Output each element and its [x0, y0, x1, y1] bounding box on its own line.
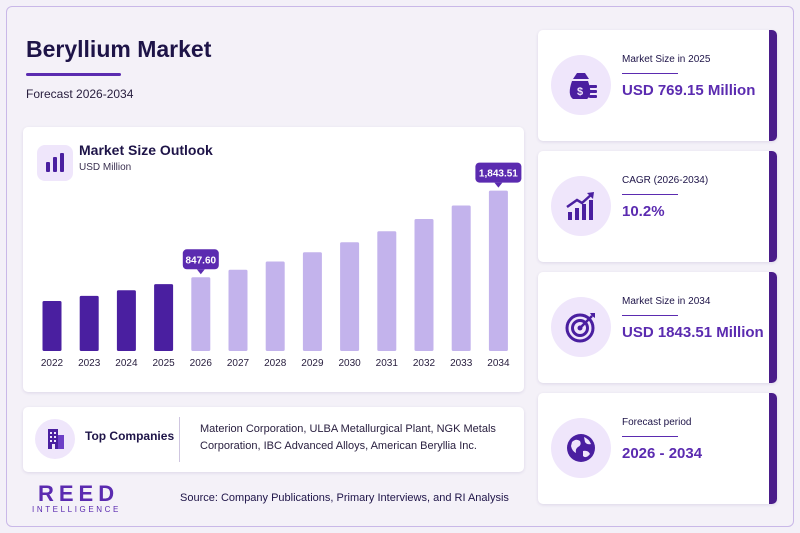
x-tick-label: 2033	[450, 358, 473, 369]
building-icon	[35, 419, 75, 459]
data-callout	[182, 249, 219, 270]
x-tick-label: 2027	[227, 358, 250, 369]
x-tick-label: 2031	[376, 358, 399, 369]
bar-2031	[377, 231, 397, 351]
chart-unit: USD Million	[79, 162, 132, 173]
stat-divider	[622, 194, 678, 195]
stat-label: Market Size in 2025	[622, 54, 711, 65]
stat-card-cagr: CAGR (2026-2034) 10.2%	[538, 151, 777, 262]
stat-divider	[622, 315, 678, 316]
bar-2027	[228, 269, 248, 351]
stat-card-market-size-2025: $ Market Size in 2025 USD 769.15 Million	[538, 30, 777, 141]
stat-divider	[622, 436, 678, 437]
chart-card: 2022 2023 2024 2025 2026 2027 2028 2029 2030 2031…	[23, 127, 524, 392]
x-tick-label: 2028	[264, 358, 287, 369]
data-callout-pointer	[196, 269, 205, 275]
divider	[179, 417, 180, 462]
bar-2026	[191, 277, 211, 351]
top-companies-list: Materion Corporation, ULBA Metallurgical…	[200, 423, 496, 452]
bar-2028	[265, 261, 285, 351]
top-companies-title: Top Companies	[85, 429, 175, 443]
x-tick-label: 2026	[190, 358, 213, 369]
stat-label: Forecast period	[622, 417, 692, 428]
x-tick-label: 2029	[301, 358, 324, 369]
x-tick-label: 2025	[152, 358, 175, 369]
stat-card-forecast-period: Forecast period 2026 - 2034	[538, 393, 777, 504]
svg-text:$: $	[577, 86, 583, 98]
bar-2029	[302, 252, 322, 351]
bar-2030	[340, 242, 360, 351]
source-note: Source: Company Publications, Primary In…	[180, 492, 509, 504]
bar-2024	[116, 290, 136, 351]
globe-icon	[551, 418, 611, 478]
chart-title: Market Size Outlook	[79, 142, 213, 158]
page-title: Beryllium Market	[26, 36, 212, 62]
x-tick-label: 2034	[487, 358, 510, 369]
stat-value: USD 769.15 Million	[622, 82, 756, 99]
bar-2032	[414, 219, 434, 351]
growth-chart-icon	[551, 176, 611, 236]
bar-2023	[79, 295, 99, 351]
money-bag-icon: $	[551, 55, 611, 115]
bar-2022	[42, 301, 62, 351]
top-companies-card: Top Companies Materion Corporation, ULBA…	[23, 407, 524, 472]
x-tick-label: 2023	[78, 358, 101, 369]
bar-chart-icon	[37, 145, 73, 181]
data-callout	[475, 162, 522, 183]
bar-2033	[451, 205, 471, 351]
bar-2025	[154, 284, 174, 351]
stat-divider	[622, 73, 678, 74]
stat-card-market-size-2034: Market Size in 2034 USD 1843.51 Million	[538, 272, 777, 383]
brand-logo-subtitle: INTELLIGENCE	[32, 505, 121, 514]
data-label: 847.60	[186, 255, 217, 266]
target-icon	[551, 297, 611, 357]
data-callout-pointer	[494, 182, 503, 188]
bar-chart: 2022 2023 2024 2025 2026 2027 2028 2029 2030 2031…	[41, 162, 522, 369]
x-tick-label: 2030	[338, 358, 361, 369]
data-label: 1,843.51	[479, 169, 518, 180]
stat-label: Market Size in 2034	[622, 296, 711, 307]
x-tick-label: 2032	[413, 358, 436, 369]
title-underline	[26, 73, 121, 76]
stat-value: 10.2%	[622, 203, 665, 220]
page-subtitle: Forecast 2026-2034	[26, 87, 134, 101]
stat-value: 2026 - 2034	[622, 445, 703, 462]
x-tick-label: 2024	[115, 358, 138, 369]
x-tick-label: 2022	[41, 358, 64, 369]
brand-logo: REED	[38, 481, 120, 506]
stat-value: USD 1843.51 Million	[622, 324, 764, 341]
stat-label: CAGR (2026-2034)	[622, 175, 709, 186]
bar-2034	[488, 190, 508, 351]
